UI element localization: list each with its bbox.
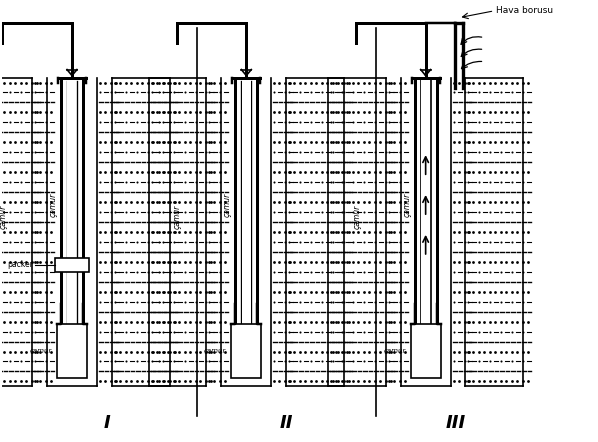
Text: çamur: çamur <box>402 192 411 217</box>
Text: çamur: çamur <box>352 204 361 229</box>
Bar <box>61 77 83 324</box>
Bar <box>47 77 97 324</box>
Bar <box>221 77 271 324</box>
Bar <box>236 77 257 324</box>
Text: II: II <box>279 414 293 432</box>
Bar <box>401 77 450 324</box>
Text: çamur: çamur <box>204 348 227 354</box>
Text: çamur: çamur <box>30 348 52 354</box>
Text: çamur: çamur <box>0 204 8 229</box>
Text: çamur: çamur <box>223 192 232 217</box>
Text: çamur: çamur <box>173 204 182 229</box>
Text: çamur: çamur <box>383 348 405 354</box>
Text: Hava borusu: Hava borusu <box>496 6 554 15</box>
Text: III: III <box>446 414 466 432</box>
Bar <box>57 324 87 378</box>
Bar <box>68 80 77 324</box>
Bar <box>55 258 89 272</box>
Bar <box>231 324 261 378</box>
Bar <box>242 80 251 324</box>
Bar <box>421 80 430 324</box>
Text: packer: packer <box>7 260 33 269</box>
Bar <box>414 77 437 324</box>
Text: I: I <box>103 414 110 432</box>
Text: çamur: çamur <box>48 192 57 217</box>
Bar <box>411 324 441 378</box>
